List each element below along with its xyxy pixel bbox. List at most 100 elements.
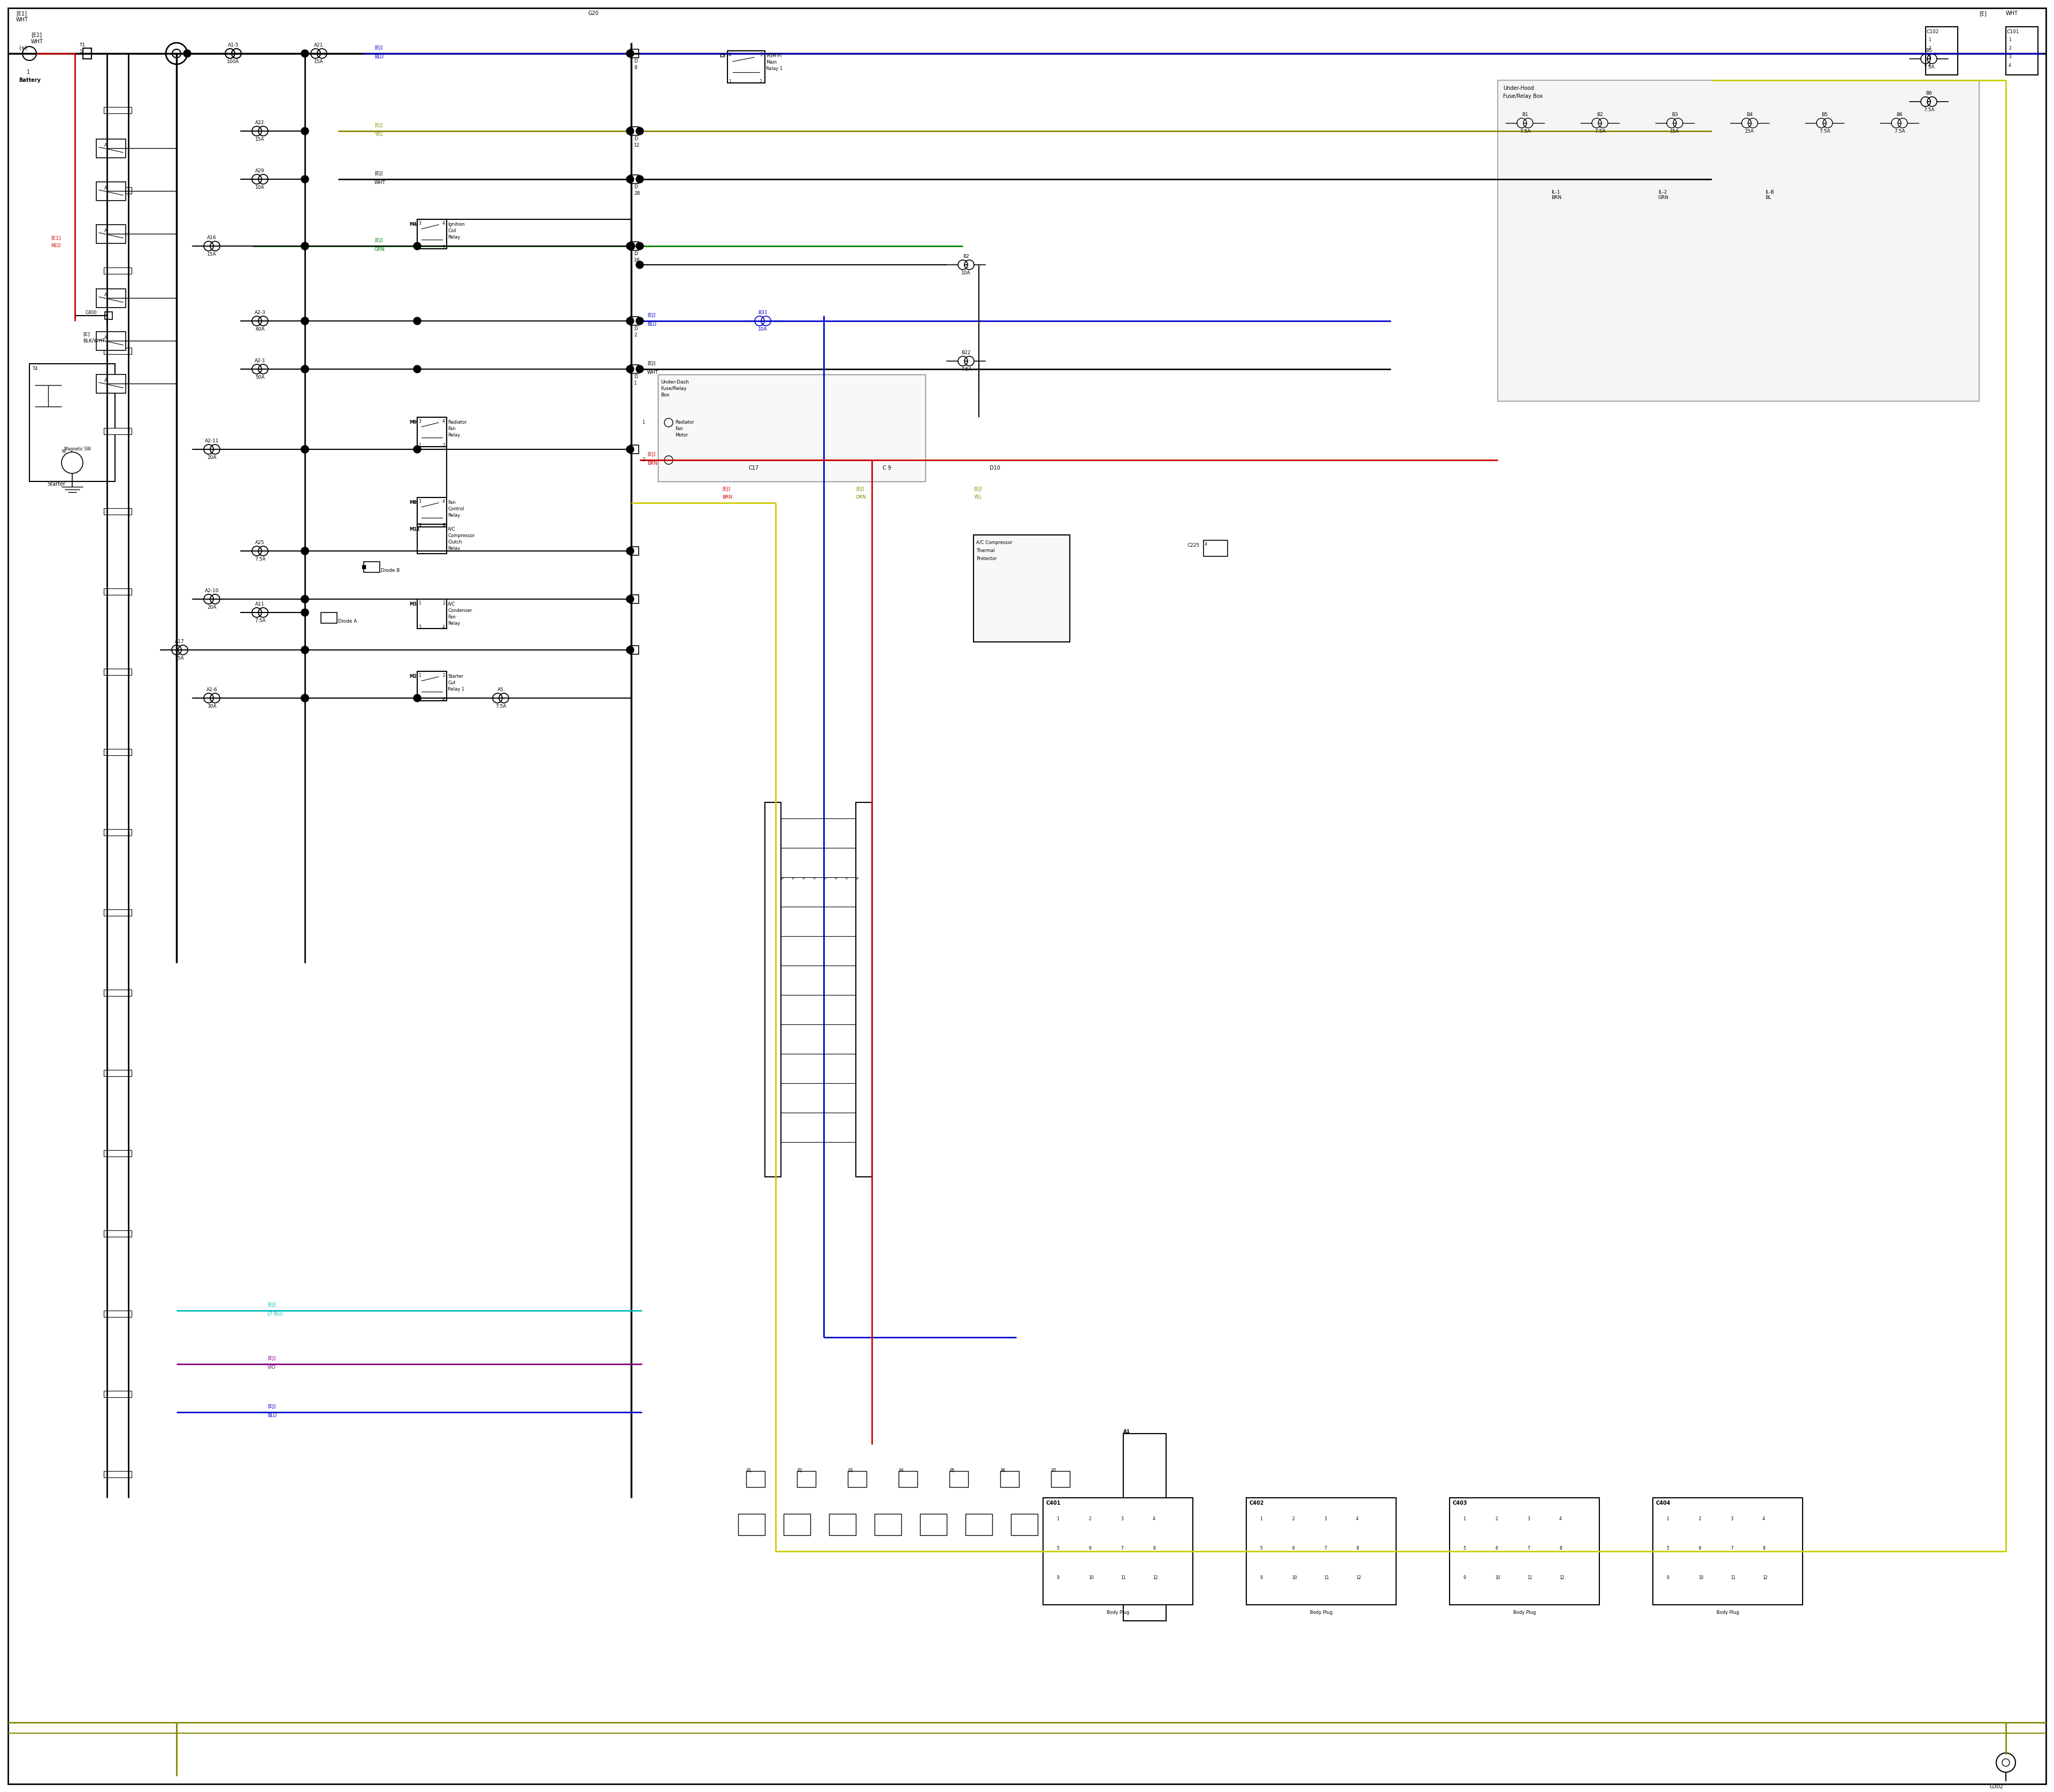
Text: VIO: VIO <box>267 1366 275 1369</box>
Text: 6: 6 <box>1089 1546 1091 1550</box>
Bar <box>1011 1514 1037 1536</box>
Bar <box>830 1514 857 1536</box>
Text: 2: 2 <box>641 457 645 462</box>
Text: M4: M4 <box>409 222 417 228</box>
Text: [E1]: [E1] <box>31 32 41 38</box>
Text: 5: 5 <box>1259 1546 1263 1550</box>
Bar <box>797 1471 815 1487</box>
Text: 3: 3 <box>1121 1516 1124 1521</box>
Text: M8: M8 <box>409 500 417 505</box>
Text: 7.5A: 7.5A <box>255 557 265 561</box>
Circle shape <box>413 366 421 373</box>
Bar <box>320 613 337 624</box>
Text: P6: P6 <box>1000 1468 1004 1473</box>
Text: A/C Compressor: A/C Compressor <box>976 539 1013 545</box>
Text: B5: B5 <box>1822 113 1828 116</box>
Circle shape <box>413 694 421 702</box>
Text: [EJ]: [EJ] <box>723 487 731 491</box>
Text: ORN: ORN <box>857 495 867 500</box>
Circle shape <box>302 547 308 556</box>
Text: C225: C225 <box>1187 543 1200 548</box>
Text: A: A <box>105 378 107 383</box>
Text: M11: M11 <box>409 527 419 532</box>
Text: 1: 1 <box>80 48 82 54</box>
Bar <box>29 364 115 482</box>
Text: 10A: 10A <box>961 271 972 276</box>
Text: B6: B6 <box>1927 91 1933 95</box>
Text: 10A: 10A <box>758 326 768 332</box>
Bar <box>764 803 781 1177</box>
Text: 4: 4 <box>442 500 446 504</box>
Text: 12: 12 <box>1152 1575 1158 1581</box>
Circle shape <box>637 127 643 134</box>
Text: Starter: Starter <box>448 674 464 679</box>
Text: [EJ]: [EJ] <box>267 1303 275 1308</box>
Text: Body Plug: Body Plug <box>1310 1611 1333 1615</box>
Text: A2-6: A2-6 <box>205 688 218 692</box>
Text: P1: P1 <box>746 1468 752 1473</box>
Text: 2: 2 <box>2009 47 2011 50</box>
Bar <box>105 749 131 754</box>
Bar <box>657 375 926 482</box>
Text: Radiator: Radiator <box>448 419 466 425</box>
Circle shape <box>302 694 308 702</box>
Bar <box>848 1471 867 1487</box>
Text: BLU: BLU <box>647 323 657 326</box>
Text: Relay: Relay <box>448 513 460 518</box>
Text: 1: 1 <box>419 523 421 529</box>
Text: 2: 2 <box>760 79 762 84</box>
Text: 6: 6 <box>442 523 446 529</box>
Bar <box>875 1514 902 1536</box>
Bar <box>105 830 131 835</box>
Bar <box>105 428 131 434</box>
Text: M: M <box>62 450 66 453</box>
Text: C402: C402 <box>1249 1500 1263 1505</box>
Text: 3: 3 <box>1325 1516 1327 1521</box>
Text: 10: 10 <box>1089 1575 1093 1581</box>
Text: 4: 4 <box>442 220 446 226</box>
Text: 15A: 15A <box>1746 129 1754 134</box>
Text: [EJ]: [EJ] <box>267 1357 275 1360</box>
Text: BLU: BLU <box>374 54 384 59</box>
Circle shape <box>302 366 308 373</box>
Bar <box>97 224 125 244</box>
Text: 15A: 15A <box>207 253 216 256</box>
Text: (+): (+) <box>18 45 27 50</box>
Text: 3: 3 <box>1526 1516 1530 1521</box>
Text: 1: 1 <box>2009 38 2011 43</box>
Text: 9: 9 <box>1462 1575 1467 1581</box>
Text: 1: 1 <box>419 443 421 448</box>
Text: 20A: 20A <box>207 606 216 609</box>
Bar <box>105 108 131 113</box>
Text: 2: 2 <box>1699 1516 1701 1521</box>
Text: C404: C404 <box>1656 1500 1670 1505</box>
Text: 11: 11 <box>1526 1575 1532 1581</box>
Circle shape <box>626 127 635 134</box>
Text: 7: 7 <box>1526 1546 1530 1550</box>
Circle shape <box>626 317 635 324</box>
Bar <box>1247 1498 1397 1606</box>
Text: WHT: WHT <box>647 371 659 375</box>
Text: [E1]: [E1] <box>51 235 62 240</box>
Text: A/C: A/C <box>448 527 456 532</box>
Circle shape <box>626 595 635 602</box>
Text: Fan: Fan <box>448 426 456 432</box>
Bar <box>737 1514 764 1536</box>
Text: 3: 3 <box>419 419 421 423</box>
Text: C401: C401 <box>1045 1500 1060 1505</box>
Text: P: P <box>824 878 826 880</box>
Text: 7.5A: 7.5A <box>1594 129 1606 134</box>
Bar <box>105 1231 131 1236</box>
Text: A: A <box>105 143 107 147</box>
Circle shape <box>302 242 308 249</box>
Text: 1: 1 <box>27 70 31 75</box>
Bar <box>1056 1514 1082 1536</box>
Text: 4: 4 <box>1762 1516 1764 1521</box>
Text: 2: 2 <box>442 600 446 606</box>
Bar <box>97 181 125 201</box>
Bar <box>631 366 639 373</box>
Text: 1: 1 <box>1666 1516 1668 1521</box>
Text: T1: T1 <box>80 43 84 48</box>
Text: P: P <box>857 878 859 880</box>
Text: 7.5A: 7.5A <box>1923 108 1935 113</box>
